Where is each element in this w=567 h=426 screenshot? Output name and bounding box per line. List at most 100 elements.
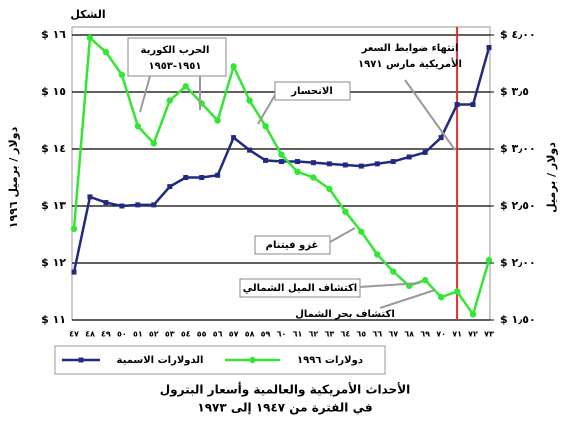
y2-axis-label: دولار / برميل (545, 142, 558, 213)
data-point (102, 48, 110, 56)
data-point (134, 123, 142, 130)
x-tick-label: ٥٦ (213, 330, 223, 339)
data-point (310, 174, 317, 181)
annotation-arrow (379, 289, 436, 309)
data-point (279, 159, 284, 165)
annotation-arrow (139, 75, 151, 113)
data-point (86, 34, 94, 42)
data-point (214, 117, 221, 124)
data-point (278, 151, 285, 158)
y2-tick-label: $ ٤٫٠٠ (500, 28, 536, 41)
data-point (294, 168, 301, 175)
x-tick-label: ٦٥ (356, 330, 366, 339)
data-point (215, 172, 221, 178)
y2-tick-label: $ ٢٫٥٠ (500, 199, 536, 212)
data-point (390, 159, 396, 165)
annotation-text: اكتشاف الميل الشمالي (243, 283, 357, 294)
data-point (470, 102, 476, 108)
x-tick-label: ٦٦ (372, 330, 382, 339)
data-point (182, 83, 189, 90)
y2-tick-label: $ ٣٫٠٠ (500, 142, 536, 155)
annotation-arrow (329, 227, 356, 243)
y-tick-label: $ ١١ (41, 313, 66, 326)
y-tick-label: $ ١٣ (41, 199, 66, 212)
x-tick-label: ٤٨ (85, 330, 95, 339)
x-tick-label: ٥٢ (149, 330, 159, 339)
legend-marker (78, 357, 84, 363)
x-tick-label: ٧٢ (468, 330, 478, 339)
data-point (469, 311, 477, 318)
data-point (151, 202, 157, 208)
y-tick-label: $ ١٥ (41, 85, 66, 98)
data-point (342, 162, 348, 168)
y-tick-label: $ ١٦ (41, 28, 66, 41)
x-tick-label: ٥١ (133, 330, 143, 339)
series-line (72, 35, 491, 318)
x-tick-label: ٦١ (293, 330, 303, 339)
annotation-text: غزو فيتنام (266, 240, 319, 251)
x-tick-label: ٧٣ (484, 330, 494, 339)
legend-label: الدولارات الاسمية (117, 355, 204, 366)
data-point (454, 102, 460, 108)
x-tick-label: ٦٠ (277, 330, 287, 339)
caption: الأحداث الأمريكية والعالمية وأسعار البتر… (160, 382, 411, 398)
legend-marker (249, 356, 256, 364)
caption: في الفترة من ١٩٤٧ إلى ١٩٧٣ (197, 401, 372, 415)
x-tick-label: ٦٤ (340, 330, 350, 339)
x-tick-label: ٥٤ (181, 330, 191, 339)
data-point (486, 45, 492, 51)
data-point (438, 135, 444, 141)
x-tick-label: ٦٣ (325, 330, 335, 339)
data-point (390, 268, 397, 275)
data-point (199, 175, 205, 180)
data-point (358, 228, 365, 235)
data-point (263, 157, 269, 163)
data-point (246, 97, 253, 104)
x-tick-label: ٥٣ (165, 330, 175, 339)
data-point (103, 200, 109, 206)
data-point (118, 71, 126, 79)
data-point (358, 163, 364, 169)
x-tick-label: ٥٩ (261, 330, 271, 339)
data-point (87, 194, 93, 200)
data-point (230, 63, 237, 70)
y-tick-label: $ ١٤ (41, 142, 66, 155)
data-point (422, 149, 428, 155)
data-point (70, 225, 78, 232)
y-tick-label: $ ١٢ (41, 256, 66, 269)
x-tick-label: ٤٩ (101, 330, 111, 339)
chart-title: الشكل (70, 8, 105, 21)
data-point (294, 159, 300, 165)
data-point (437, 294, 445, 301)
data-point (342, 208, 349, 215)
annotation-box (127, 37, 227, 77)
data-point (167, 184, 173, 190)
annotation-text: الانحسار (290, 86, 333, 97)
x-tick-label: ٥٨ (245, 330, 255, 339)
annotation-text: اكتشاف بحر الشمال (295, 309, 395, 320)
data-point (135, 202, 141, 208)
data-point (247, 147, 253, 153)
data-point (183, 175, 189, 180)
data-point (262, 123, 269, 130)
annotation-text: انتهاء ضوابط السعر (361, 43, 459, 54)
data-point (421, 276, 429, 284)
annotation-arrow (404, 79, 456, 151)
data-point (150, 140, 158, 147)
data-point (310, 160, 316, 166)
data-point (453, 288, 461, 295)
annotation-box (274, 81, 351, 101)
data-point (119, 203, 125, 209)
data-point (71, 269, 77, 275)
x-tick-label: ٥٧ (229, 330, 239, 339)
annotation-box (239, 278, 361, 298)
annotation-box (254, 235, 331, 255)
legend-label: دولارات ١٩٩٦ (297, 355, 363, 366)
y2-tick-label: $ ٢٫٠٠ (500, 256, 536, 269)
y2-tick-label: $ ١٫٥٠ (500, 313, 536, 326)
x-tick-label: ٦٨ (404, 330, 414, 339)
y-axis-label: دولار / برميل ١٩٩٦ (7, 126, 20, 228)
data-point (166, 97, 173, 104)
annotation-arrow (257, 94, 276, 125)
